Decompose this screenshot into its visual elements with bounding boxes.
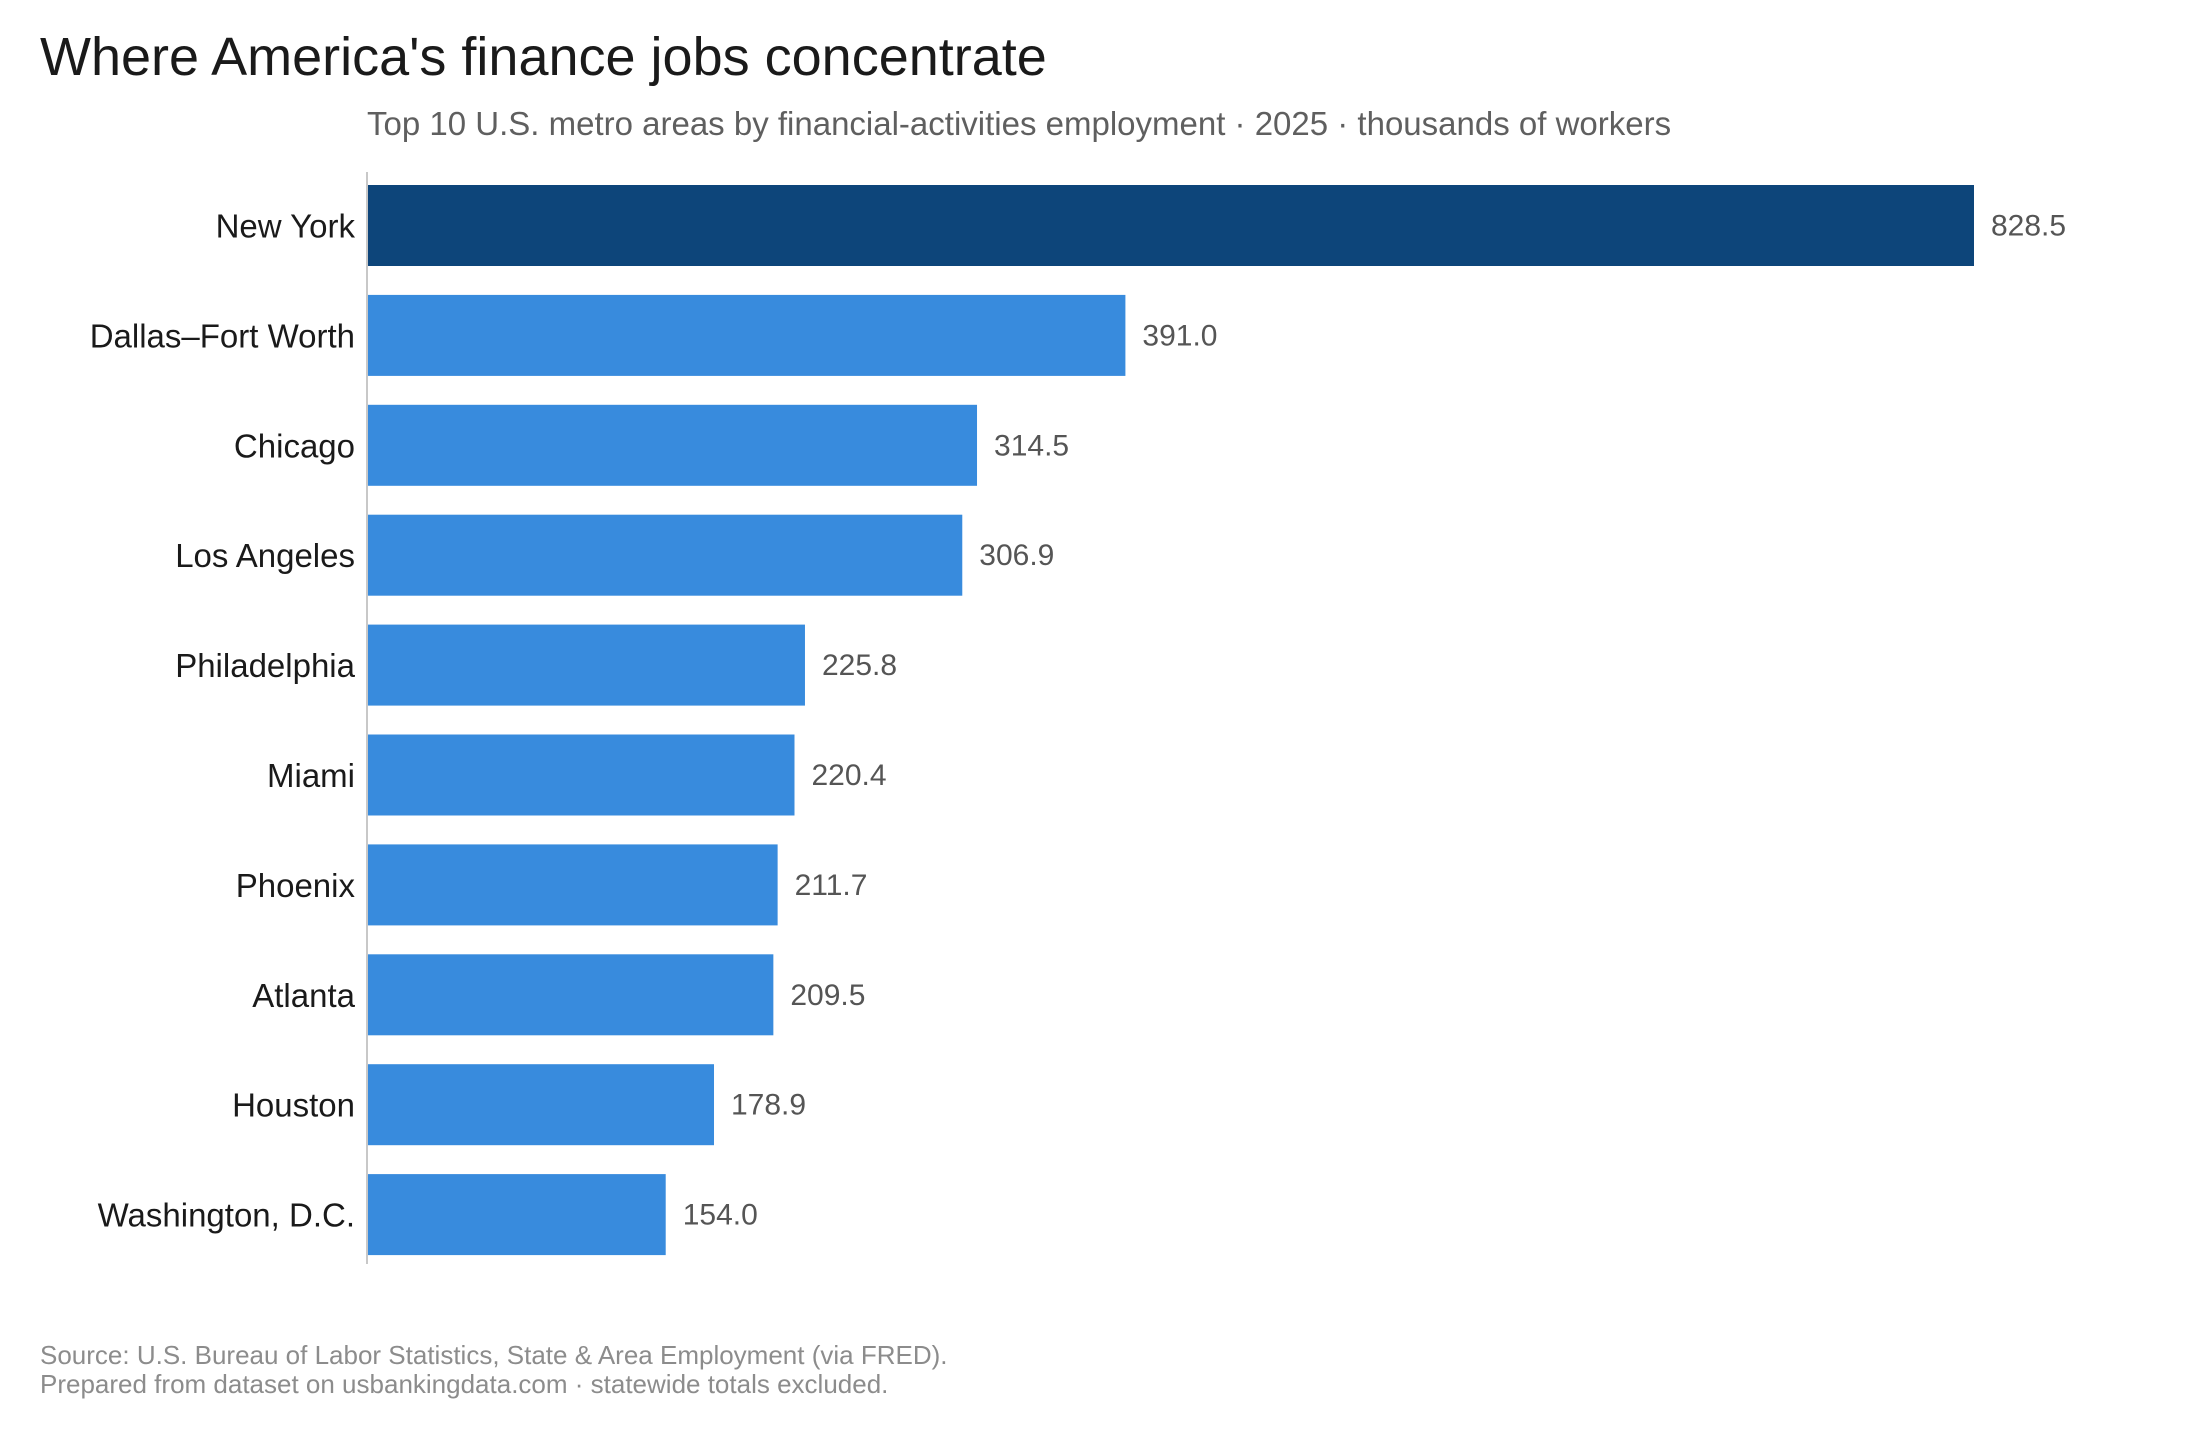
bar-chart: New York 828.5 Dallas–Fort Worth 391.0 Chica…	[90, 172, 2066, 1264]
value-label: 178.9	[731, 1089, 806, 1122]
chart-title: Where America's finance jobs concentrate	[40, 27, 1047, 87]
bar	[367, 844, 778, 926]
value-label: 828.5	[1991, 210, 2066, 243]
bar	[367, 624, 805, 706]
category-label: Houston	[232, 1087, 355, 1124]
category-label: Chicago	[234, 427, 355, 464]
value-label: 306.9	[979, 539, 1054, 572]
value-label: 391.0	[1142, 319, 1217, 352]
bar	[367, 734, 795, 816]
value-label: 220.4	[811, 759, 886, 792]
chart-subtitle: Top 10 U.S. metro areas by financial-act…	[367, 105, 1672, 142]
value-label: 209.5	[790, 979, 865, 1012]
category-label: Philadelphia	[175, 647, 355, 684]
category-label: Atlanta	[252, 977, 355, 1014]
prepared-note: Prepared from dataset on usbankingdata.c…	[40, 1369, 889, 1399]
category-label: Washington, D.C.	[98, 1197, 355, 1234]
category-label: Los Angeles	[175, 537, 355, 574]
bar	[367, 404, 978, 486]
bar	[367, 1174, 666, 1256]
value-label: 314.5	[994, 429, 1069, 462]
category-label: Miami	[267, 757, 355, 794]
bar	[367, 1064, 715, 1146]
bar	[367, 185, 1974, 266]
value-label: 225.8	[822, 649, 897, 682]
value-label: 154.0	[683, 1199, 758, 1232]
value-label: 211.7	[795, 869, 868, 902]
bar	[367, 294, 1126, 376]
source-note: Source: U.S. Bureau of Labor Statistics,…	[40, 1340, 948, 1370]
bar	[367, 514, 963, 596]
bar	[367, 954, 774, 1036]
category-label: Phoenix	[236, 867, 356, 904]
category-label: Dallas–Fort Worth	[90, 317, 355, 354]
bars-group: New York 828.5 Dallas–Fort Worth 391.0 Chica…	[90, 185, 2066, 1256]
category-label: New York	[216, 208, 356, 245]
